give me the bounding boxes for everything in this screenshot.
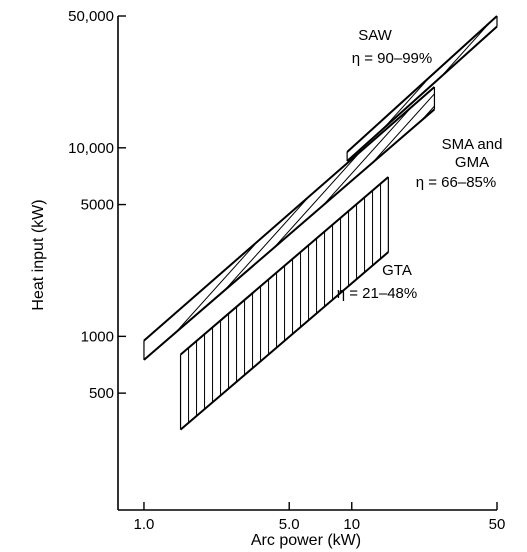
hatch-line [189, 87, 435, 360]
band-lower-line [346, 25, 498, 162]
band-lower-line [179, 251, 389, 431]
y-tick-label: 50,000 [68, 8, 114, 25]
sma-label-line1: SMA and [442, 136, 503, 153]
hatch-line [420, 87, 435, 360]
y-axis-title: Heat input (kW) [30, 199, 47, 310]
hatch-line [321, 87, 435, 360]
y-tick-label: 500 [89, 385, 114, 402]
hatch-line [145, 87, 435, 360]
hatch-line [370, 16, 497, 162]
axes: 500 1000 5000 10,000 50,000 1.0 5.0 10 50 [68, 8, 505, 533]
y-tick-label: 10,000 [68, 140, 114, 157]
hatch-line [514, 0, 527, 191]
x-tick-label: 1.0 [134, 516, 155, 533]
hatch-line [343, 87, 435, 360]
bands [143, 0, 527, 431]
hatch-line [365, 87, 435, 360]
band-gta [179, 176, 389, 431]
hatch-line [310, 87, 435, 360]
band-sma-and-gma [143, 57, 527, 390]
hatch-line [398, 87, 435, 360]
x-tick-label: 10 [343, 516, 360, 533]
x-tick-label: 5.0 [279, 516, 300, 533]
sma-efficiency-label: η = 66–85% [416, 174, 497, 191]
band-lower-line [143, 108, 436, 361]
hatch-line [443, 57, 527, 390]
hatch-line [200, 87, 435, 360]
band-hatch [188, 177, 382, 430]
band-saw [346, 0, 527, 191]
hatch-line [491, 16, 497, 162]
y-tick-label: 1000 [81, 328, 114, 345]
hatch-line [503, 0, 527, 191]
x-tick-label: 50 [489, 516, 506, 533]
hatch-line [144, 87, 424, 360]
band-upper-line [346, 15, 498, 153]
gta-efficiency-label: η = 21–48% [337, 285, 418, 302]
saw-efficiency-label: η = 90–99% [352, 50, 433, 67]
gta-label: GTA [382, 262, 412, 279]
hatch-line [409, 87, 435, 360]
band-hatch [347, 0, 527, 191]
band-upper-line [179, 176, 389, 356]
band-hatch [144, 57, 527, 390]
hatch-line [255, 87, 435, 360]
hatch-line [431, 87, 435, 360]
saw-label: SAW [358, 27, 392, 44]
x-axis-title: Arc power (kW) [251, 532, 361, 549]
hatch-line [211, 87, 435, 360]
y-tick-label: 5000 [81, 197, 114, 214]
hatch-line [332, 87, 435, 360]
hatch-line [376, 87, 435, 360]
band-upper-line [143, 86, 436, 342]
hatch-line [244, 87, 435, 360]
hatch-line [454, 57, 527, 390]
hatch-line [178, 87, 435, 360]
sma-label-line2: GMA [455, 154, 489, 171]
